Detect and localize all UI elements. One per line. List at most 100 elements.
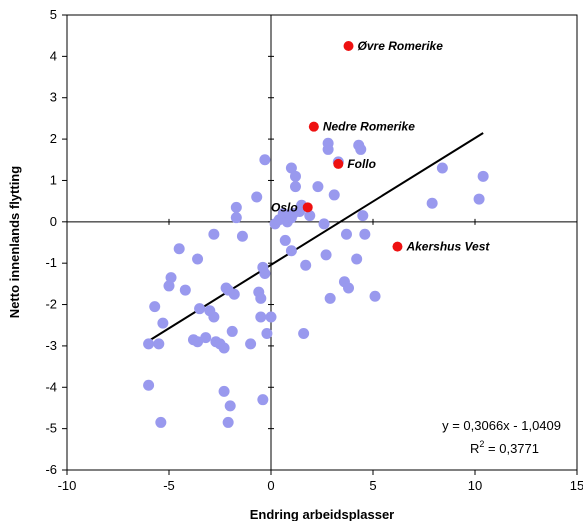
y-tick-label: -4 (45, 379, 57, 394)
data-point (192, 336, 204, 348)
data-point (251, 191, 263, 203)
y-tick-label: 3 (50, 90, 57, 105)
x-tick-label: 15 (570, 478, 583, 493)
data-point (155, 416, 167, 428)
data-point (320, 249, 332, 261)
highlight-point (392, 241, 403, 252)
data-point (357, 210, 369, 222)
r-squared-symbol: R (470, 441, 479, 456)
data-point (255, 292, 267, 304)
r-squared-value: = 0,3771 (484, 441, 539, 456)
data-point (343, 282, 355, 294)
data-point (324, 292, 336, 304)
data-point (143, 379, 155, 391)
data-point (289, 170, 301, 182)
data-point (277, 208, 289, 220)
y-tick-label: 5 (50, 7, 57, 22)
highlight-label: Nedre Romerike (323, 120, 415, 134)
data-point (259, 268, 271, 280)
highlight-point (308, 121, 319, 132)
highlight-point (333, 158, 344, 169)
data-point (328, 189, 340, 201)
data-point (226, 325, 238, 337)
highlight-point (302, 202, 313, 213)
data-point (192, 253, 204, 265)
data-point (473, 193, 485, 205)
data-point (477, 170, 489, 182)
data-point (149, 301, 161, 313)
highlight-label: Follo (347, 157, 376, 171)
plot-frame (66, 14, 578, 471)
data-point (200, 332, 212, 344)
data-point (165, 272, 177, 284)
highlight-point (343, 41, 354, 52)
data-point (157, 317, 169, 329)
data-point (285, 245, 297, 257)
highlight-label: Oslo (271, 200, 298, 214)
data-point (300, 259, 312, 271)
data-point (228, 288, 240, 300)
r-squared-label: R2 = 0,3771 (470, 439, 539, 456)
y-tick-label: -5 (45, 421, 57, 436)
data-point (230, 201, 242, 213)
data-point (218, 342, 230, 354)
y-tick-label: -1 (45, 255, 57, 270)
data-point (143, 338, 155, 350)
data-point (230, 212, 242, 224)
data-point (369, 290, 381, 302)
data-point (355, 143, 367, 155)
y-axis-title: Netto innenlands flytting (7, 166, 22, 318)
y-tick-label: -3 (45, 338, 57, 353)
data-point (359, 228, 371, 240)
data-point (194, 303, 206, 315)
data-point (340, 228, 352, 240)
data-point (279, 234, 291, 246)
y-tick-label: 0 (50, 214, 57, 229)
data-point (261, 328, 273, 339)
data-point (173, 243, 185, 255)
data-point (285, 162, 297, 174)
data-point (318, 218, 330, 230)
data-point (436, 162, 448, 174)
y-tick-label: 2 (50, 131, 57, 146)
x-tick-label: 5 (369, 478, 376, 493)
data-point (259, 154, 271, 166)
x-tick-label: -10 (58, 478, 77, 493)
data-point (179, 284, 191, 296)
y-tick-label: -6 (45, 462, 57, 477)
data-point (236, 230, 248, 242)
data-point (224, 400, 236, 412)
data-point (304, 210, 316, 222)
trendline-equation: y = 0,3066x - 1,0409 (442, 418, 561, 433)
data-point (257, 394, 269, 406)
x-tick-label: 10 (468, 478, 482, 493)
data-point (426, 197, 438, 209)
data-point (289, 181, 301, 193)
data-point (218, 385, 230, 397)
data-point (208, 228, 220, 240)
highlight-label: Øvre Romerike (358, 39, 444, 53)
data-point (222, 416, 234, 428)
x-tick-label: -5 (163, 478, 175, 493)
data-point (245, 338, 257, 350)
r-squared-superscript: 2 (479, 439, 484, 449)
data-point (298, 328, 310, 339)
data-point (163, 280, 175, 292)
data-point (265, 311, 277, 323)
y-tick-label: 1 (50, 172, 57, 187)
x-axis-title: Endring arbeidsplasser (250, 507, 395, 521)
data-point (322, 137, 334, 149)
data-point (351, 253, 363, 265)
data-point (255, 311, 267, 323)
data-point (285, 212, 297, 224)
x-tick-label: 0 (267, 478, 274, 493)
data-point (312, 181, 324, 193)
y-tick-label: -2 (45, 297, 57, 312)
data-point (153, 338, 165, 350)
highlight-layer: Øvre Romerike Nedre Romerike Follo Oslo Aker… (271, 39, 490, 254)
y-tick-label: 4 (50, 48, 57, 63)
data-point (208, 311, 220, 323)
